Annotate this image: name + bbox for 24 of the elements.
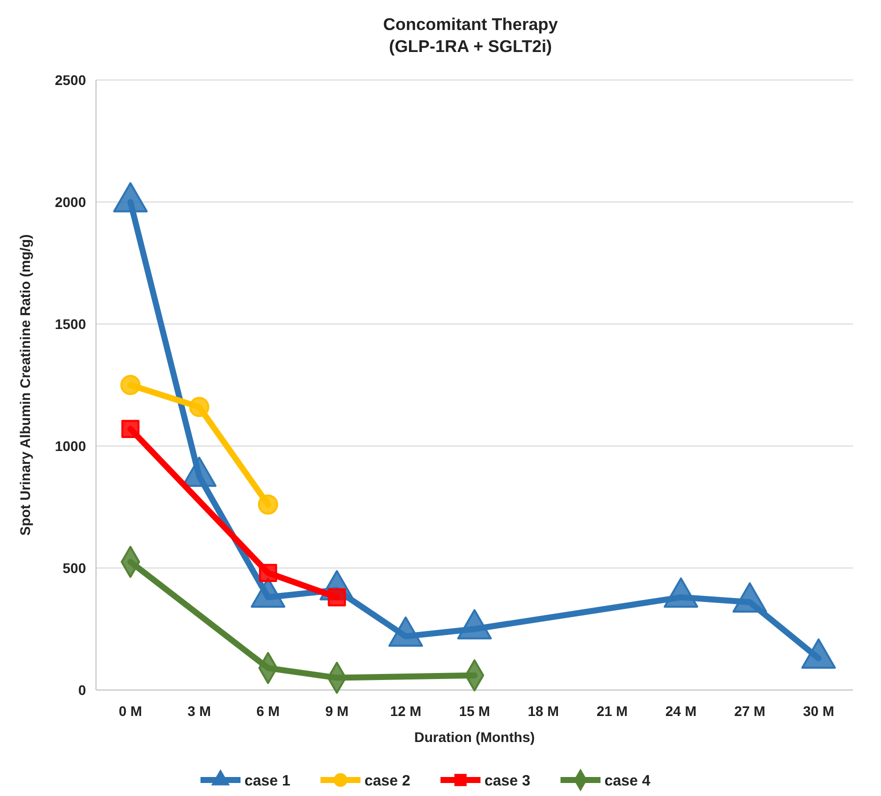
x-tick-label: 15 M: [458, 703, 490, 719]
y-tick-label: 1500: [54, 316, 86, 332]
x-tick-label: 9 M: [325, 703, 349, 719]
legend-label: case 2: [364, 772, 410, 790]
x-tick-label: 18 M: [528, 703, 559, 719]
x-tick-label: 24 M: [665, 703, 697, 719]
x-tick-label: 6 M: [256, 703, 280, 719]
y-axis-title: Spot Urinary Albumin Creatinine Ratio (mg/g): [17, 234, 33, 536]
legend-label: case 4: [604, 772, 652, 790]
x-tick-label: 27 M: [734, 703, 766, 719]
x-axis-title: Duration (Months): [414, 729, 535, 745]
x-tick-label: 21 M: [596, 703, 628, 719]
y-tick-label: 0: [78, 682, 86, 698]
x-tick-label: 3 M: [188, 703, 211, 719]
legend-label: case 3: [484, 772, 530, 790]
x-tick-label: 12 M: [390, 703, 422, 719]
chart-title: Concomitant Therapy (GLP-1RA + SGLT2i): [383, 15, 558, 56]
x-tick-label: 30 M: [803, 703, 834, 719]
y-tick-label: 500: [62, 560, 86, 576]
x-tick-label: 0 M: [118, 703, 142, 719]
y-tick-label: 1000: [54, 438, 86, 454]
y-tick-label: 2500: [54, 72, 86, 88]
legend-label: case 1: [244, 772, 290, 790]
y-tick-label: 2000: [54, 194, 86, 210]
